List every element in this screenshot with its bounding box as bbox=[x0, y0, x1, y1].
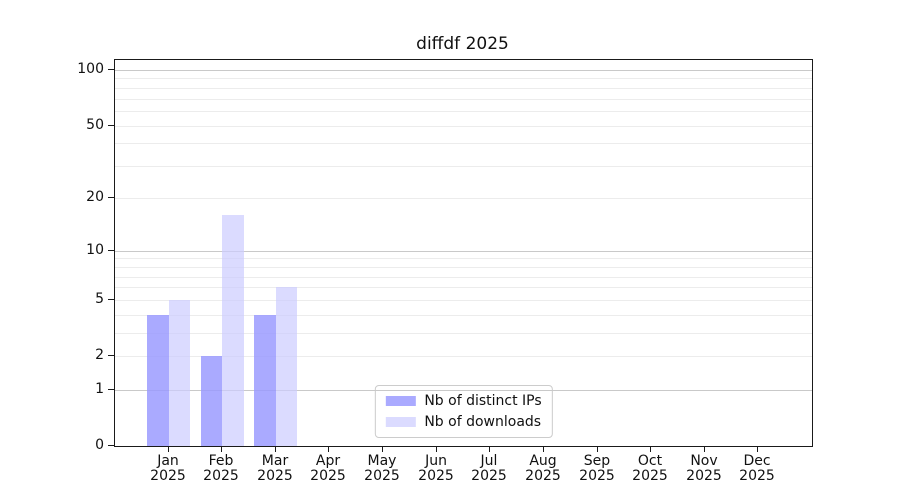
chart-title: diffdf 2025 bbox=[416, 34, 509, 54]
ytick-label-50: 50 bbox=[86, 117, 104, 133]
gridline-y-20 bbox=[115, 197, 812, 199]
bar-downloads-mar bbox=[275, 287, 298, 446]
gridline-y-30 bbox=[115, 165, 812, 167]
legend-label-downloads: Nb of downloads bbox=[424, 414, 542, 430]
legend-item-downloads: Nb of downloads bbox=[385, 414, 541, 430]
xtick-label-jun: Jun 2025 bbox=[408, 454, 464, 484]
legend-item-distinct-ips: Nb of distinct IPs bbox=[385, 393, 542, 409]
legend-label-distinct-ips: Nb of distinct IPs bbox=[424, 393, 542, 409]
legend: Nb of distinct IPs Nb of downloads bbox=[374, 385, 553, 438]
gridline-y-60 bbox=[115, 110, 812, 112]
xtick-month: Mar bbox=[261, 453, 289, 469]
gridline-y-1 bbox=[115, 389, 812, 391]
xtick-year: 2025 bbox=[257, 468, 293, 484]
xtick-label-nov: Nov 2025 bbox=[676, 454, 732, 484]
xtick-month: Nov bbox=[690, 453, 718, 469]
xtick-month: Sep bbox=[583, 453, 611, 469]
xtick-label-oct: Oct 2025 bbox=[622, 454, 678, 484]
ytick-label-20: 20 bbox=[86, 189, 104, 205]
xtick-mark-sep bbox=[597, 446, 598, 452]
ytick-mark-2 bbox=[108, 355, 114, 356]
bar-distinct-ips-jan bbox=[147, 314, 169, 446]
xtick-mark-feb bbox=[221, 446, 222, 452]
ytick-mark-10 bbox=[108, 250, 114, 251]
ytick-mark-100 bbox=[108, 69, 114, 70]
xtick-label-feb: Feb 2025 bbox=[193, 454, 249, 484]
ytick-label-0: 0 bbox=[95, 437, 104, 453]
xtick-mark-jan bbox=[168, 446, 169, 452]
bar-downloads-feb bbox=[222, 215, 244, 446]
gridline-y-4 bbox=[115, 314, 812, 316]
xtick-label-may: May 2025 bbox=[354, 454, 410, 484]
bar-downloads-jan bbox=[168, 300, 190, 446]
xtick-label-dec: Dec 2025 bbox=[729, 454, 785, 484]
gridline-y-40 bbox=[115, 142, 812, 144]
xtick-year: 2025 bbox=[471, 468, 507, 484]
ytick-mark-1 bbox=[108, 389, 114, 390]
plot-area: Nb of distinct IPs Nb of downloads bbox=[114, 59, 813, 447]
ytick-mark-0 bbox=[108, 445, 114, 446]
xtick-year: 2025 bbox=[579, 468, 615, 484]
xtick-year: 2025 bbox=[203, 468, 239, 484]
gridline-y-2 bbox=[115, 355, 812, 357]
gridline-y-5 bbox=[115, 299, 812, 301]
ytick-mark-5 bbox=[108, 299, 114, 300]
xtick-month: Feb bbox=[208, 453, 234, 469]
ytick-mark-50 bbox=[108, 125, 114, 126]
bar-distinct-ips-mar bbox=[254, 314, 276, 446]
xtick-label-mar: Mar 2025 bbox=[247, 454, 303, 484]
xtick-month: Dec bbox=[743, 453, 771, 469]
xtick-mark-apr bbox=[328, 446, 329, 452]
xtick-month: May bbox=[367, 453, 397, 469]
gridline-y-10 bbox=[115, 250, 812, 252]
xtick-label-jul: Jul 2025 bbox=[461, 454, 517, 484]
ytick-label-10: 10 bbox=[86, 242, 104, 258]
ytick-label-5: 5 bbox=[95, 291, 104, 307]
ytick-label-1: 1 bbox=[95, 381, 104, 397]
xtick-mark-oct bbox=[650, 446, 651, 452]
xtick-mark-mar bbox=[275, 446, 276, 452]
xtick-mark-aug bbox=[543, 446, 544, 452]
xtick-month: Oct bbox=[637, 453, 663, 469]
xtick-year: 2025 bbox=[150, 468, 186, 484]
xtick-year: 2025 bbox=[364, 468, 400, 484]
gridline-y-80 bbox=[115, 87, 812, 89]
xtick-mark-nov bbox=[704, 446, 705, 452]
gridline-y-100 bbox=[115, 69, 812, 71]
xtick-month: Jul bbox=[480, 453, 498, 469]
gridline-y-70 bbox=[115, 98, 812, 100]
gridline-y-3 bbox=[115, 332, 812, 334]
xtick-year: 2025 bbox=[418, 468, 454, 484]
xtick-year: 2025 bbox=[310, 468, 346, 484]
xtick-mark-jun bbox=[436, 446, 437, 452]
bar-distinct-ips-feb bbox=[200, 356, 223, 446]
xtick-year: 2025 bbox=[739, 468, 775, 484]
ytick-label-100: 100 bbox=[77, 61, 104, 77]
legend-swatch-downloads bbox=[385, 417, 416, 427]
gridline-y-7 bbox=[115, 276, 812, 278]
gridline-y-50 bbox=[115, 125, 812, 127]
xtick-year: 2025 bbox=[525, 468, 561, 484]
xtick-month: Apr bbox=[315, 453, 341, 469]
xtick-label-apr: Apr 2025 bbox=[300, 454, 356, 484]
xtick-mark-may bbox=[382, 446, 383, 452]
xtick-month: Aug bbox=[529, 453, 557, 469]
ytick-mark-20 bbox=[108, 197, 114, 198]
xtick-mark-jul bbox=[489, 446, 490, 452]
xtick-year: 2025 bbox=[632, 468, 668, 484]
xtick-month: Jan bbox=[157, 453, 179, 469]
gridline-y-9 bbox=[115, 257, 812, 259]
gridline-y-8 bbox=[115, 266, 812, 268]
legend-swatch-distinct-ips bbox=[385, 396, 416, 406]
xtick-label-jan: Jan 2025 bbox=[140, 454, 196, 484]
gridline-y-90 bbox=[115, 77, 812, 79]
xtick-mark-dec bbox=[757, 446, 758, 452]
xtick-label-aug: Aug 2025 bbox=[515, 454, 571, 484]
ytick-label-2: 2 bbox=[95, 347, 104, 363]
xtick-year: 2025 bbox=[686, 468, 722, 484]
gridline-y-6 bbox=[115, 286, 812, 288]
xtick-label-sep: Sep 2025 bbox=[569, 454, 625, 484]
xtick-month: Jun bbox=[425, 453, 447, 469]
